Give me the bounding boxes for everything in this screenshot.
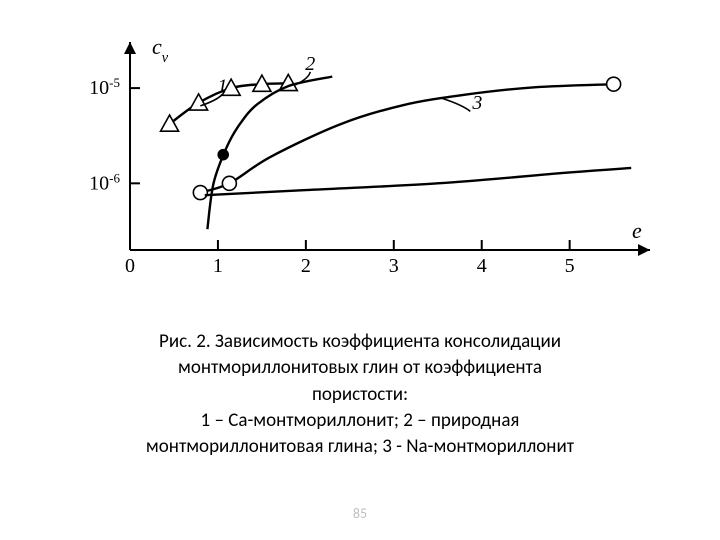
figure-caption: Рис. 2. Зависимость коэффициента консоли…: [45, 330, 675, 462]
page-number: 85: [0, 505, 720, 522]
chart-svg: 0 1 2 3 4 5 10-6 10-5 cv e 1 2 3: [70, 35, 665, 300]
svg-text:4: 4: [477, 255, 487, 277]
caption-line: 1 – Ca-монтмориллонит; 2 – природная: [45, 409, 675, 433]
svg-text:2: 2: [301, 255, 311, 277]
svg-text:10-6: 10-6: [89, 170, 120, 195]
caption-line: пористости:: [45, 383, 675, 407]
svg-text:e: e: [632, 218, 642, 243]
svg-text:cv: cv: [152, 35, 169, 66]
chart-area: 0 1 2 3 4 5 10-6 10-5 cv e 1 2 3: [70, 35, 665, 300]
svg-text:3: 3: [389, 255, 399, 277]
svg-text:3: 3: [471, 92, 482, 114]
svg-text:1: 1: [213, 255, 223, 277]
caption-line: монтмориллонитовых глин от коэффициента: [45, 356, 675, 380]
svg-text:2: 2: [305, 53, 315, 75]
svg-text:1: 1: [217, 75, 227, 97]
svg-text:5: 5: [565, 255, 575, 277]
svg-text:0: 0: [125, 255, 135, 277]
caption-line: монтмориллонитовая глина; 3 - Na-монтмор…: [45, 435, 675, 459]
caption-line: Рис. 2. Зависимость коэффициента консоли…: [45, 330, 675, 354]
slide-root: 0 1 2 3 4 5 10-6 10-5 cv e 1 2 3 Рис. 2. Зависимость…: [0, 0, 720, 540]
svg-text:10-5: 10-5: [89, 75, 120, 100]
